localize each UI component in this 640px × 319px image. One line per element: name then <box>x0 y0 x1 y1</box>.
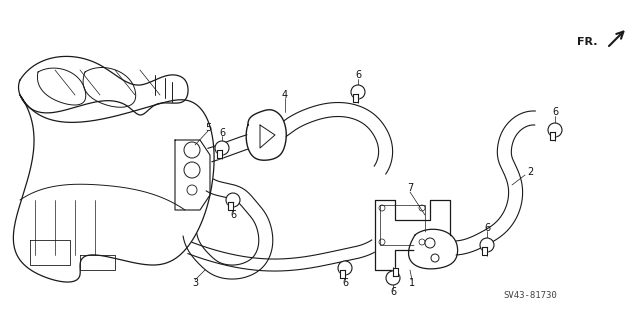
Text: 5: 5 <box>205 123 211 133</box>
Text: 6: 6 <box>484 223 490 233</box>
Circle shape <box>215 141 229 155</box>
Text: 6: 6 <box>219 128 225 138</box>
Text: 7: 7 <box>407 183 413 193</box>
Text: 6: 6 <box>355 70 361 80</box>
Polygon shape <box>550 132 555 140</box>
Text: 6: 6 <box>390 287 396 297</box>
Polygon shape <box>482 247 487 255</box>
Text: 6: 6 <box>230 210 236 220</box>
Circle shape <box>338 261 352 275</box>
Circle shape <box>548 123 562 137</box>
Circle shape <box>480 238 494 252</box>
Circle shape <box>187 185 197 195</box>
Text: FR.: FR. <box>577 37 598 47</box>
Polygon shape <box>340 270 345 278</box>
Circle shape <box>184 142 200 158</box>
Text: 4: 4 <box>282 90 288 100</box>
Text: 1: 1 <box>409 278 415 288</box>
Circle shape <box>351 85 365 99</box>
Polygon shape <box>208 102 392 174</box>
Text: 2: 2 <box>527 167 533 177</box>
Circle shape <box>431 254 439 262</box>
Text: 6: 6 <box>552 107 558 117</box>
Text: 6: 6 <box>342 278 348 288</box>
Circle shape <box>425 238 435 248</box>
Text: 3: 3 <box>192 278 198 288</box>
Text: SV43-81730: SV43-81730 <box>503 291 557 300</box>
Polygon shape <box>393 268 398 276</box>
Polygon shape <box>183 179 273 279</box>
Circle shape <box>184 162 200 178</box>
Polygon shape <box>455 111 535 255</box>
Polygon shape <box>248 110 285 160</box>
Polygon shape <box>228 202 233 210</box>
Polygon shape <box>188 240 378 271</box>
Circle shape <box>386 271 400 285</box>
Polygon shape <box>353 94 358 102</box>
Circle shape <box>226 193 240 207</box>
Polygon shape <box>415 230 455 268</box>
Polygon shape <box>375 200 450 270</box>
Polygon shape <box>217 150 222 158</box>
